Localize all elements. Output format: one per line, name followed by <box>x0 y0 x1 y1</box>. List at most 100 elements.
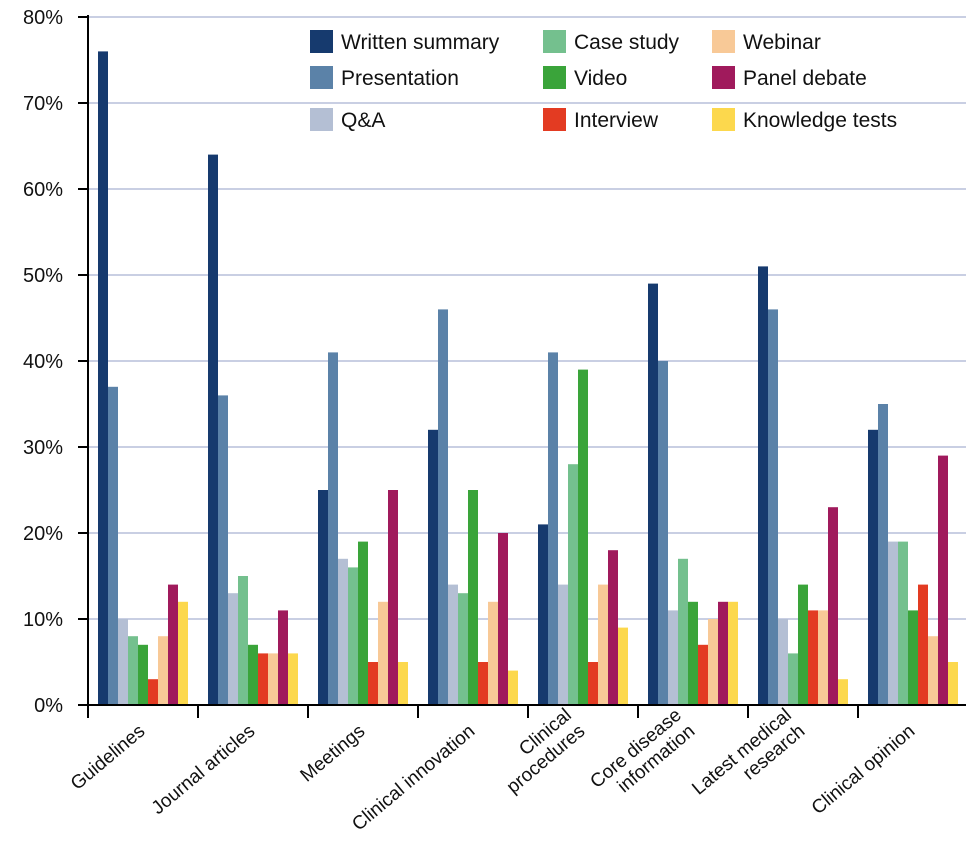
bar-presentation-3 <box>438 309 448 705</box>
bar-presentation-5 <box>658 361 668 705</box>
legend-swatch <box>543 66 566 89</box>
x-tick-label: Latest medicalresearch <box>688 705 809 816</box>
bar-video-6 <box>798 584 808 705</box>
gridlines <box>88 16 966 620</box>
legend-label: Webinar <box>743 31 821 54</box>
bar-webinar-0 <box>158 636 168 705</box>
bar-presentation-0 <box>108 386 118 705</box>
bar-interview-4 <box>588 662 598 705</box>
bar-case-study-6 <box>788 653 798 705</box>
bar-presentation-6 <box>768 309 778 705</box>
y-tick-label: 0% <box>34 695 63 717</box>
y-tick-label: 50% <box>23 265 63 287</box>
bar-q-a-7 <box>888 541 898 705</box>
y-tick-label: 60% <box>23 179 63 201</box>
bar-panel-debate-1 <box>278 610 288 705</box>
y-tick-label: 20% <box>23 523 63 545</box>
y-tick-label: 80% <box>23 7 63 29</box>
bar-written-summary-5 <box>648 283 658 705</box>
bar-written-summary-3 <box>428 429 438 705</box>
legend-label: Panel debate <box>743 67 867 90</box>
bar-written-summary-4 <box>538 524 548 705</box>
x-tick-label: Meetings <box>297 721 370 787</box>
x-tick-label: Clinical opinion <box>808 721 919 819</box>
bar-video-4 <box>578 369 588 705</box>
bar-interview-0 <box>148 679 158 705</box>
bar-panel-debate-2 <box>388 490 398 705</box>
bar-video-0 <box>138 644 148 705</box>
legend-swatch <box>543 108 566 131</box>
legend-label: Knowledge tests <box>743 109 897 132</box>
bar-case-study-4 <box>568 464 578 705</box>
bar-case-study-0 <box>128 636 138 705</box>
bar-written-summary-2 <box>318 490 328 705</box>
legend-swatch <box>543 30 566 53</box>
bar-webinar-7 <box>928 636 938 705</box>
legend-swatch <box>712 108 735 131</box>
bar-video-7 <box>908 610 918 705</box>
bar-q-a-0 <box>118 619 128 705</box>
bar-q-a-6 <box>778 619 788 705</box>
bar-interview-7 <box>918 584 928 705</box>
bar-webinar-6 <box>818 610 828 705</box>
bar-knowledge-tests-3 <box>508 670 518 705</box>
bar-knowledge-tests-2 <box>398 662 408 705</box>
bar-q-a-2 <box>338 558 348 705</box>
bar-knowledge-tests-4 <box>618 627 628 705</box>
bar-video-3 <box>468 490 478 705</box>
bar-case-study-1 <box>238 576 248 705</box>
x-tick-label: Guidelines <box>67 721 149 795</box>
legend-label: Written summary <box>341 31 500 54</box>
bar-webinar-5 <box>708 619 718 705</box>
bar-panel-debate-6 <box>828 507 838 705</box>
bar-panel-debate-0 <box>168 584 178 705</box>
y-tick-label: 30% <box>23 437 63 459</box>
x-tick-label: Core diseaseinformation <box>586 705 699 809</box>
bar-interview-5 <box>698 644 708 705</box>
x-tick-label: Clinicalprocedures <box>489 705 589 798</box>
bar-written-summary-1 <box>208 154 218 706</box>
bar-presentation-2 <box>328 352 338 705</box>
bar-q-a-3 <box>448 584 458 705</box>
bar-video-2 <box>358 541 368 705</box>
legend-label: Interview <box>574 109 659 132</box>
bar-interview-3 <box>478 662 488 705</box>
bar-written-summary-6 <box>758 266 768 705</box>
bar-q-a-4 <box>558 584 568 705</box>
bar-case-study-5 <box>678 558 688 705</box>
bar-case-study-7 <box>898 541 908 705</box>
bar-knowledge-tests-1 <box>288 653 298 705</box>
bar-webinar-4 <box>598 584 608 705</box>
bar-presentation-1 <box>218 395 228 705</box>
legend-swatch <box>310 30 333 53</box>
y-tick-label: 10% <box>23 609 63 631</box>
bar-video-5 <box>688 601 698 705</box>
bar-interview-1 <box>258 653 268 705</box>
bar-webinar-2 <box>378 601 388 705</box>
legend: Written summary Case study Webinar Presenta… <box>310 30 897 132</box>
y-tick-labels: 0% 10% 20% 30% 40% 50% 60% 70% 80% <box>23 7 63 717</box>
axes <box>78 15 966 718</box>
x-tick-label: Journal articles <box>148 721 259 819</box>
legend-swatch <box>310 108 333 131</box>
bar-q-a-1 <box>228 593 238 705</box>
bar-webinar-3 <box>488 601 498 705</box>
bar-q-a-5 <box>668 610 678 705</box>
bar-panel-debate-4 <box>608 550 618 705</box>
x-tick-label: Clinical innovation <box>348 721 479 836</box>
bar-interview-6 <box>808 610 818 705</box>
bar-knowledge-tests-0 <box>178 601 188 705</box>
bar-webinar-1 <box>268 653 278 705</box>
x-tick-label-line: Guidelines <box>67 721 149 795</box>
bar-knowledge-tests-7 <box>948 662 958 705</box>
x-tick-label-line: Clinical opinion <box>808 721 919 819</box>
bar-presentation-4 <box>548 352 558 705</box>
bar-video-1 <box>248 644 258 705</box>
legend-label: Q&A <box>341 109 385 132</box>
legend-label: Presentation <box>341 67 459 90</box>
x-tick-label-line: Meetings <box>297 721 370 787</box>
legend-swatch <box>310 66 333 89</box>
bar-interview-2 <box>368 662 378 705</box>
